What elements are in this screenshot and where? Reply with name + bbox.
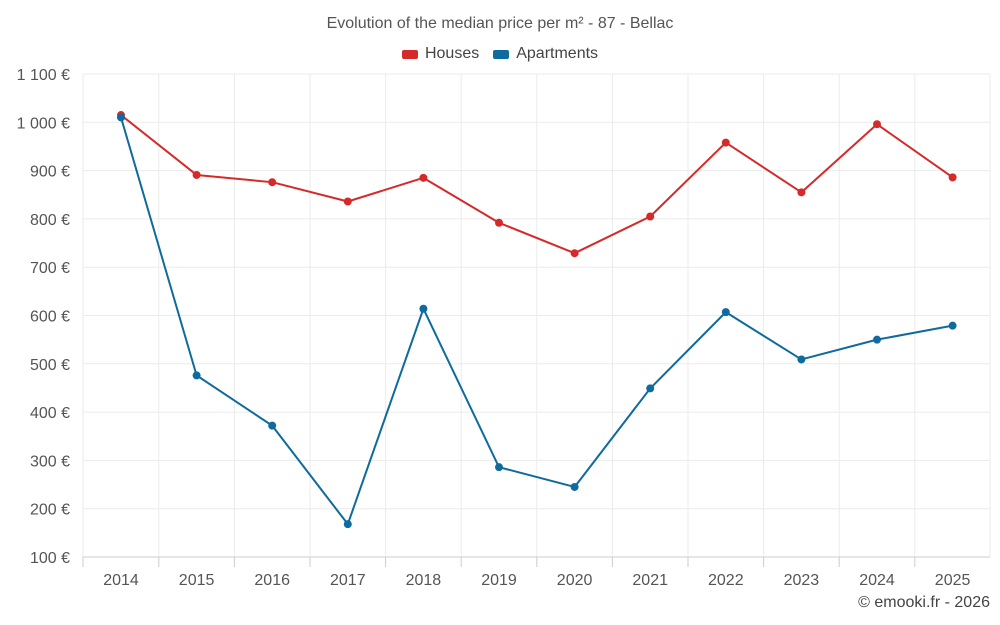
x-tick-label: 2014	[103, 572, 139, 589]
data-point-houses[interactable]	[948, 173, 957, 182]
chart-title: Evolution of the median price per m² - 8…	[326, 15, 674, 32]
data-point-apartments[interactable]	[797, 355, 806, 364]
x-tick-label: 2023	[784, 572, 820, 589]
data-point-apartments[interactable]	[192, 371, 201, 380]
x-tick-label: 2019	[481, 572, 517, 589]
data-point-houses[interactable]	[495, 218, 503, 227]
data-point-houses[interactable]	[268, 178, 277, 187]
data-point-houses[interactable]	[343, 197, 352, 206]
legend-item-apartments[interactable]: Apartments	[493, 45, 598, 63]
legend-swatch-houses	[401, 49, 418, 59]
series-layer	[117, 111, 957, 529]
data-point-houses[interactable]	[419, 173, 428, 182]
data-point-apartments[interactable]	[117, 113, 125, 122]
series-line-houses	[120, 114, 954, 255]
data-point-houses[interactable]	[570, 249, 579, 258]
data-point-apartments[interactable]	[948, 321, 957, 330]
x-tick-label: 2018	[406, 572, 442, 589]
y-tick-label: 200 €	[30, 502, 70, 519]
x-tick-label: 2017	[330, 572, 366, 589]
y-tick-label: 100 €	[30, 550, 70, 567]
x-tick-label: 2021	[632, 572, 668, 589]
legend: Houses Apartments	[0, 45, 1000, 63]
data-point-apartments[interactable]	[873, 335, 881, 344]
data-point-apartments[interactable]	[268, 421, 277, 430]
y-tick-label: 400 €	[30, 405, 70, 422]
data-point-houses[interactable]	[797, 188, 806, 197]
data-point-apartments[interactable]	[721, 308, 730, 317]
y-tick-label: 900 €	[30, 164, 70, 181]
legend-label-houses: Houses	[424, 45, 480, 62]
legend-swatch-apartments	[493, 49, 510, 59]
x-tick-label: 2022	[708, 572, 744, 589]
data-point-houses[interactable]	[721, 138, 730, 147]
grid-layer	[82, 73, 991, 557]
y-tick-label: 300 €	[30, 453, 70, 470]
y-tick-label: 1 000 €	[17, 115, 70, 132]
data-point-apartments[interactable]	[495, 463, 503, 472]
data-point-apartments[interactable]	[343, 520, 352, 529]
data-point-houses[interactable]	[873, 120, 881, 129]
y-tick-label: 600 €	[30, 309, 70, 326]
data-point-apartments[interactable]	[646, 384, 655, 393]
data-point-houses[interactable]	[192, 170, 201, 179]
x-tick-label: 2024	[859, 572, 895, 589]
y-tick-label: 1 100 €	[17, 67, 70, 84]
y-tick-label: 700 €	[30, 260, 70, 277]
y-tick-label: 800 €	[30, 212, 70, 229]
copyright-notice: © emooki.fr - 2026	[858, 594, 990, 611]
legend-label-apartments: Apartments	[516, 45, 599, 62]
y-tick-label: 500 €	[30, 357, 70, 374]
legend-item-houses[interactable]: Houses	[401, 45, 480, 63]
data-point-houses[interactable]	[646, 212, 655, 221]
x-tick-label: 2016	[254, 572, 290, 589]
series-line-apartments	[120, 117, 953, 526]
data-point-apartments[interactable]	[419, 304, 428, 313]
data-point-apartments[interactable]	[570, 482, 579, 491]
axis-layer: 100 € 200 € 300 € 400 € 500 € 600 € 700 € 800 €…	[17, 67, 990, 589]
x-tick-label: 2020	[557, 572, 593, 589]
x-tick-label: 2015	[179, 572, 215, 589]
x-tick-label: 2025	[935, 572, 971, 589]
